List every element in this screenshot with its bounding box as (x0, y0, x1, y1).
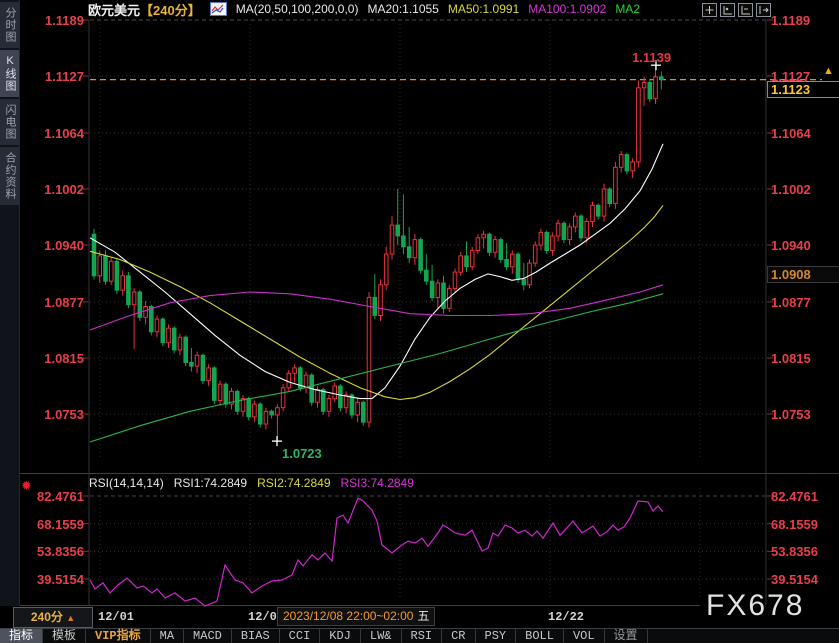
indicator-settings-icon[interactable]: ✹ (21, 478, 32, 493)
symbol-title: 欧元美元【240分】 (88, 0, 201, 19)
toolbar-item-boll[interactable]: BOLL (516, 629, 564, 643)
toolbar-item-settings[interactable]: 设置 (605, 629, 648, 643)
price-axis-label: 1.1002 (771, 182, 811, 197)
rsi-header: RSI(14,14,14) RSI1:74.2849 RSI2:74.2849 … (89, 476, 414, 490)
bar-time-tooltip: 2023/12/08 22:00~02:00 五 (277, 607, 436, 626)
settlement-price-box: 1.0908 (767, 266, 839, 283)
rsi1-value: RSI1:74.2849 (173, 476, 248, 490)
toolbar-item-cci[interactable]: CCI (280, 629, 321, 643)
tooltip-weekday: 五 (417, 609, 430, 623)
current-price-box: 1.1123 (767, 81, 839, 98)
date-tick: 12/22 (548, 610, 585, 624)
rsi-axis-label: 82.4761 (37, 489, 84, 504)
toolbar-item-ma[interactable]: MA (151, 629, 185, 643)
rsi-axis-label: 53.8356 (771, 544, 818, 559)
price-axis-label: 1.1064 (771, 126, 811, 141)
toolbar-item-rsi[interactable]: RSI (402, 629, 443, 643)
symbol-period: 【240分】 (140, 2, 201, 18)
rsi-axis-label: 82.4761 (771, 489, 818, 504)
ma-formula: MA(20,50,100,200,0,0) (235, 2, 359, 16)
fx678-watermark: FX678 (706, 589, 805, 622)
toolbar-item-lw[interactable]: LW& (361, 629, 402, 643)
price-axis-label: 1.1189 (771, 13, 811, 28)
period-up-arrow-icon: ▲ (66, 613, 76, 623)
rsi-axis-label: 39.5154 (37, 572, 84, 587)
price-axis-label: 1.0815 (771, 351, 811, 366)
rsi-chart-plot[interactable] (90, 490, 766, 602)
axis-zoom-out-icon[interactable] (738, 3, 753, 17)
sidebar-tab-lightning-chart[interactable]: 闪电图 (0, 99, 19, 145)
axis-zoom-in-icon[interactable] (720, 3, 735, 17)
high-price-label: 1.1139 (632, 50, 672, 65)
main-chart-plot[interactable] (90, 20, 766, 460)
toolbar-item-psy[interactable]: PSY (476, 629, 517, 643)
price-axis-label: 1.0940 (771, 238, 811, 253)
sidebar-tab-kline-chart[interactable]: K线图 (0, 50, 19, 97)
price-axis-label: 1.0753 (44, 407, 84, 422)
toolbar-item-macd[interactable]: MACD (184, 629, 232, 643)
rsi3-value: RSI3:74.2849 (340, 476, 414, 490)
price-axis-label: 1.1002 (44, 182, 84, 197)
toolbar-item-template[interactable]: 模板 (43, 629, 87, 643)
date-tick: 12/01 (98, 610, 135, 624)
date-tick: 12/08 (248, 610, 285, 624)
sidebar-tab-contract-info[interactable]: 合约资料 (0, 147, 19, 205)
price-up-arrow-icon: ▲ (823, 65, 834, 77)
rsi-formula: RSI(14,14,14) (89, 476, 164, 490)
ma20-value: MA20:1.1055 (367, 2, 439, 16)
rsi-axis-label: 68.1559 (37, 517, 84, 532)
price-axis-label: 1.1064 (44, 126, 84, 141)
indicator-toolbar: 指标 模板 VIP指标 MA MACD BIAS CCI KDJ LW& RSI… (0, 629, 839, 643)
toolbar-item-bias[interactable]: BIAS (232, 629, 280, 643)
time-axis: 240分 ▲ 12/01 12/08 12/22 2023/12/08 22:0… (0, 606, 839, 628)
price-axis-label: 1.1189 (44, 13, 84, 28)
price-axis-label: 1.0940 (44, 238, 84, 253)
chart-toolbar-icons (702, 3, 771, 17)
rsi-axis-label: 39.5154 (771, 572, 818, 587)
price-axis-label: 1.0753 (771, 407, 811, 422)
price-axis-label: 1.0815 (44, 351, 84, 366)
price-axis-label: 1.1127 (44, 69, 84, 84)
chart-header: 欧元美元【240分】 MA(20,50,100,200,0,0) MA20:1.… (88, 0, 640, 19)
toolbar-item-kdj[interactable]: KDJ (320, 629, 361, 643)
price-axis-label: 1.0877 (771, 295, 811, 310)
ma200-value: MA2 (615, 2, 640, 16)
sidebar-tab-time-chart[interactable]: 分时图 (0, 2, 19, 48)
crosshair-icon[interactable] (702, 3, 717, 17)
toolbar-item-vol[interactable]: VOL (564, 629, 605, 643)
toolbar-item-cr[interactable]: CR (442, 629, 476, 643)
ma100-value: MA100:1.0902 (528, 2, 607, 16)
mini-chart-icon (209, 2, 227, 16)
symbol-name: 欧元美元 (88, 2, 141, 18)
price-axis-label: 1.0877 (44, 295, 84, 310)
chart-type-sidebar: 分时图 K线图 闪电图 合约资料 (0, 0, 20, 606)
period-selector-button[interactable]: 240分 ▲ (13, 607, 93, 628)
low-price-label: 1.0723 (282, 446, 322, 461)
ma50-value: MA50:1.0991 (447, 2, 520, 16)
toolbar-item-vip-indicator[interactable]: VIP指标 (86, 629, 151, 643)
rsi-axis-label: 53.8356 (37, 544, 84, 559)
tooltip-datetime: 2023/12/08 22:00~02:00 (283, 609, 414, 623)
rsi2-value: RSI2:74.2849 (257, 476, 331, 490)
rsi-axis-label: 68.1559 (771, 517, 818, 532)
toolbar-item-indicator[interactable]: 指标 (0, 629, 44, 643)
pane-shift-icon[interactable] (756, 3, 771, 17)
